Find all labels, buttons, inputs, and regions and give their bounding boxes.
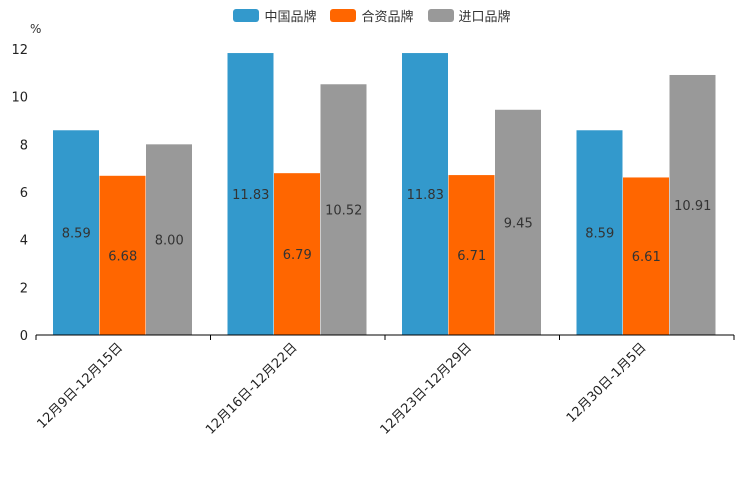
legend-swatch-imported-brand bbox=[427, 9, 454, 22]
data-label: 8.59 bbox=[585, 227, 614, 242]
bars-group: 8.59 6.68 8.00 11.83 6.79 10.52 11.83 6.71 9.45 8… bbox=[53, 53, 716, 336]
legend-swatch-china-brand bbox=[233, 9, 260, 22]
bar-3-1[interactable] bbox=[146, 144, 192, 335]
data-label: 10.52 bbox=[325, 204, 362, 219]
bar-2-3[interactable] bbox=[448, 175, 495, 335]
data-label: 11.83 bbox=[232, 188, 269, 203]
legend-label-china-brand: 中国品牌 bbox=[264, 10, 317, 25]
legend: 中国品牌 合资品牌 进口品牌 bbox=[0, 6, 744, 25]
bar-2-4[interactable] bbox=[623, 177, 669, 335]
x-tick-label: 12月9日-12月15日 bbox=[34, 340, 126, 432]
y-tick-label: 12 bbox=[11, 43, 28, 58]
y-tick-label: 4 bbox=[20, 234, 28, 249]
legend-item-china-brand[interactable]: 中国品牌 bbox=[233, 6, 316, 25]
x-axis: 12月9日-12月15日 12月16日-12月22日 12月23日-12月29日 12… bbox=[34, 334, 735, 438]
data-label: 8.00 bbox=[155, 234, 184, 249]
legend-item-imported-brand[interactable]: 进口品牌 bbox=[427, 6, 511, 25]
y-tick-label: 0 bbox=[20, 329, 28, 344]
x-tick-label: 12月23日-12月29日 bbox=[378, 340, 475, 437]
bar-1-3[interactable] bbox=[402, 53, 448, 335]
data-label: 6.61 bbox=[632, 250, 661, 265]
bar-1-1[interactable] bbox=[53, 130, 99, 335]
data-label: 8.59 bbox=[62, 227, 91, 242]
bar-2-2[interactable] bbox=[274, 173, 320, 335]
data-label: 10.91 bbox=[674, 199, 711, 214]
bar-2-1[interactable] bbox=[99, 175, 146, 335]
data-label: 9.45 bbox=[504, 216, 533, 231]
bar-3-3[interactable] bbox=[495, 109, 541, 336]
data-label: 6.68 bbox=[108, 249, 137, 264]
x-tick-label: 12月16日-12月22日 bbox=[203, 340, 300, 437]
legend-swatch-joint-venture-brand bbox=[330, 9, 357, 22]
x-tick-label: 12月30日-1月5日 bbox=[564, 340, 650, 426]
y-tick-label: 2 bbox=[20, 281, 28, 296]
legend-label-imported-brand: 进口品牌 bbox=[458, 10, 511, 25]
data-label: 6.71 bbox=[457, 249, 486, 264]
y-tick-label: 8 bbox=[20, 138, 28, 153]
data-label: 6.79 bbox=[283, 248, 312, 263]
bar-1-2[interactable] bbox=[227, 53, 274, 335]
y-tick-label: 10 bbox=[11, 91, 28, 106]
y-axis-ticks: 0 2 4 6 8 10 12 bbox=[11, 43, 28, 344]
legend-item-joint-venture-brand[interactable]: 合资品牌 bbox=[330, 6, 414, 25]
data-label: 11.83 bbox=[407, 188, 444, 203]
y-axis-unit-label: % bbox=[30, 22, 41, 36]
legend-label-joint-venture-brand: 合资品牌 bbox=[361, 10, 414, 25]
y-tick-label: 6 bbox=[20, 186, 28, 201]
bar-3-4[interactable] bbox=[669, 74, 716, 335]
bar-1-4[interactable] bbox=[576, 130, 623, 335]
bar-3-2[interactable] bbox=[320, 84, 367, 335]
